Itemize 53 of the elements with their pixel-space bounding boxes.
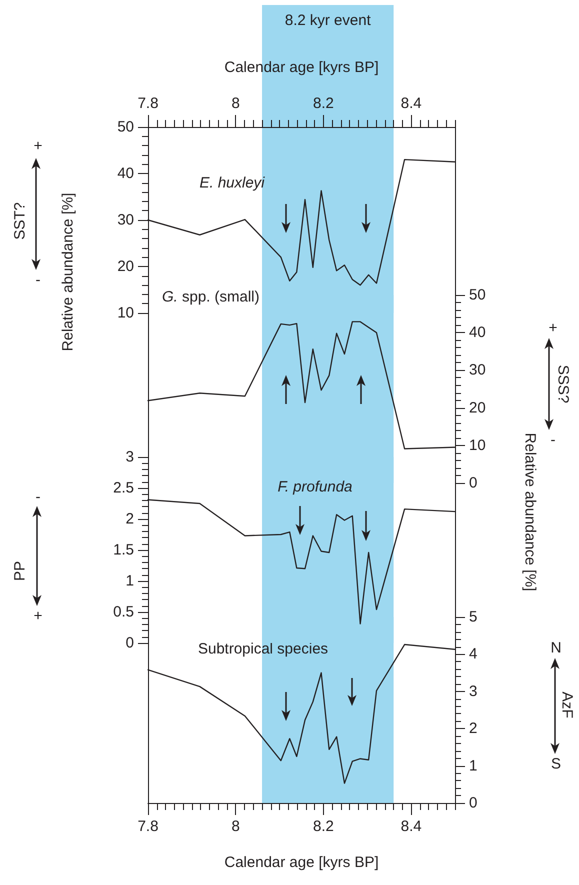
x-tick-label: 8 bbox=[232, 95, 240, 112]
y-tick-label: 30 bbox=[117, 212, 134, 228]
x-axis-title: Calendar age [kyrs BP] bbox=[224, 59, 379, 76]
y-tick-label: 10 bbox=[469, 436, 486, 454]
y-tick-label: 2 bbox=[126, 510, 134, 528]
x-tick-label: 8.2 bbox=[313, 818, 334, 835]
x-tick-label: 8.4 bbox=[400, 818, 422, 835]
y-tick-label: 3 bbox=[469, 682, 478, 700]
text: + bbox=[548, 320, 558, 336]
y-tick-label: 20 bbox=[469, 399, 486, 416]
y-tick-label: 50 bbox=[469, 286, 486, 304]
y-tick-label: 0 bbox=[469, 794, 478, 812]
text: AzF bbox=[558, 692, 576, 718]
text: SST? bbox=[12, 202, 28, 240]
y-tick-label: 4 bbox=[469, 646, 478, 663]
x-tick-label: 8 bbox=[232, 818, 240, 835]
y-tick-label: 20 bbox=[117, 258, 134, 275]
x-tick-label: 7.8 bbox=[138, 818, 158, 835]
text: - bbox=[550, 432, 556, 448]
series-label: G. spp. (small) bbox=[162, 288, 260, 306]
y-tick-label: 40 bbox=[117, 165, 134, 182]
x-tick-label: 8.4 bbox=[400, 95, 422, 112]
y-tick-label: 1 bbox=[126, 572, 134, 590]
text: - bbox=[36, 272, 40, 288]
text: PP bbox=[12, 560, 28, 582]
y-tick-label: 3 bbox=[126, 448, 134, 466]
text: SSS? bbox=[554, 364, 572, 404]
y-tick-label: 50 bbox=[117, 118, 134, 136]
y-axis-title: Relative abundance [%] bbox=[522, 432, 538, 592]
band-label: 8.2 kyr event bbox=[284, 12, 372, 29]
x-tick-label: 8.2 bbox=[313, 95, 334, 112]
y-tick-label: 30 bbox=[469, 362, 486, 379]
text: + bbox=[34, 138, 43, 154]
text: S bbox=[550, 756, 562, 772]
y-tick-label: 0 bbox=[469, 474, 478, 492]
y-tick-label: 0.5 bbox=[113, 604, 134, 620]
y-tick-label: 2 bbox=[469, 720, 478, 738]
y-tick-label: 5 bbox=[469, 608, 478, 626]
series-label: F. profunda bbox=[278, 478, 352, 496]
text: - bbox=[36, 488, 40, 506]
text: + bbox=[34, 608, 43, 624]
y-tick-label: 1 bbox=[469, 757, 478, 774]
y-tick-label: 10 bbox=[117, 304, 134, 322]
text: E. huxleyi bbox=[199, 174, 266, 192]
text: N bbox=[550, 640, 562, 656]
y-tick-label: 40 bbox=[469, 324, 486, 342]
x-tick-label: 7.8 bbox=[138, 95, 158, 112]
x-axis-title: Calendar age [kyrs BP] bbox=[224, 854, 379, 871]
y-tick-label: 2.5 bbox=[113, 480, 134, 496]
y-axis-title: Relative abundance [%] bbox=[60, 192, 76, 352]
series-label: Subtropical species bbox=[198, 640, 328, 658]
y-tick-label: 0 bbox=[126, 634, 134, 652]
y-tick-label: 1.5 bbox=[113, 542, 134, 558]
